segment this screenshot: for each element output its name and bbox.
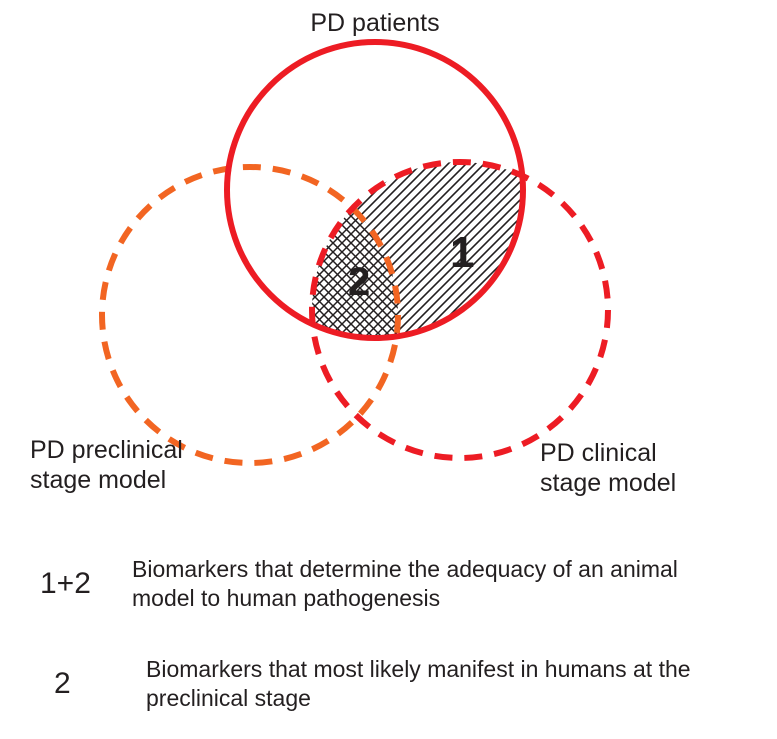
label-clinical: PD clinicalstage model [540,438,676,498]
region-2-number: 2 [348,260,370,305]
legend-text-2: Biomarkers that most likely manifest in … [146,655,706,713]
region-1-number: 1 [450,228,474,278]
legend-text-1: Biomarkers that determine the adequacy o… [132,555,692,613]
legend-key-2: 2 [40,667,124,701]
label-patients: PD patients [310,8,439,38]
legend-row-2: 2 Biomarkers that most likely manifest i… [40,655,706,713]
figure-canvas: { "diagram": { "type": "venn", "canvas":… [0,0,777,739]
legend-row-1: 1+2 Biomarkers that determine the adequa… [40,555,692,613]
label-preclinical-l1: PD preclinicalstage model [30,436,183,494]
label-clinical-l1: PD clinicalstage model [540,439,676,497]
label-preclinical: PD preclinicalstage model [30,435,183,495]
legend-key-1: 1+2 [40,567,110,601]
